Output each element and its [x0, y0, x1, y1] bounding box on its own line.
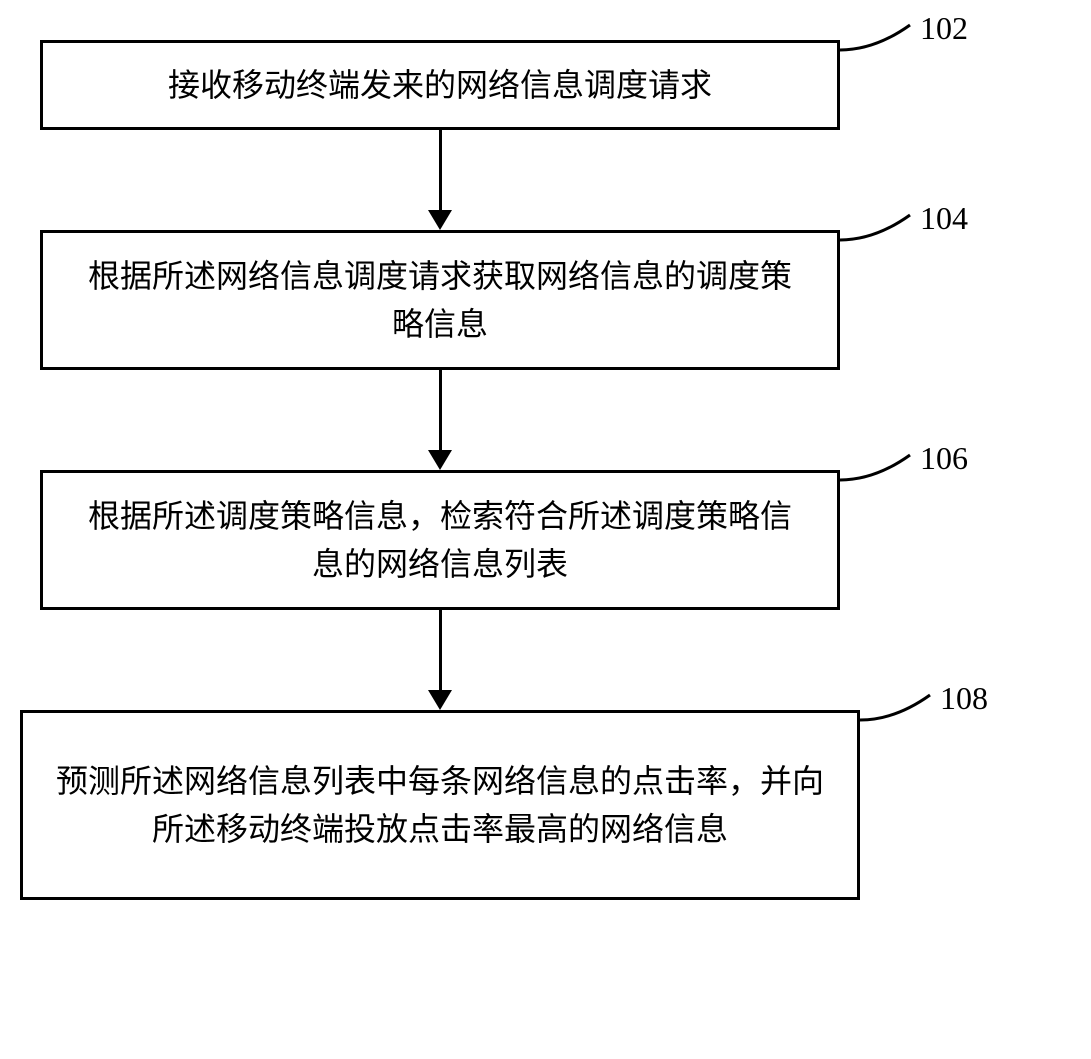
step-text-108: 预测所述网络信息列表中每条网络信息的点击率，并向所述移动终端投放点击率最高的网络…	[53, 757, 827, 853]
step-102: 102 接收移动终端发来的网络信息调度请求	[40, 40, 1050, 130]
callout-104	[840, 200, 930, 250]
arrow-3	[40, 610, 840, 710]
callout-106	[840, 440, 930, 490]
step-box-104: 根据所述网络信息调度请求获取网络信息的调度策略信息	[40, 230, 840, 370]
callout-102	[840, 10, 930, 60]
step-box-108: 预测所述网络信息列表中每条网络信息的点击率，并向所述移动终端投放点击率最高的网络…	[20, 710, 860, 900]
callout-108	[860, 680, 950, 730]
step-label-106: 106	[920, 440, 968, 477]
step-label-102: 102	[920, 10, 968, 47]
step-box-102: 接收移动终端发来的网络信息调度请求	[40, 40, 840, 130]
arrow-2	[40, 370, 840, 470]
step-box-106: 根据所述调度策略信息，检索符合所述调度策略信息的网络信息列表	[40, 470, 840, 610]
step-108: 108 预测所述网络信息列表中每条网络信息的点击率，并向所述移动终端投放点击率最…	[40, 710, 1050, 900]
step-104: 104 根据所述网络信息调度请求获取网络信息的调度策略信息	[40, 230, 1050, 370]
arrow-1	[40, 130, 840, 230]
step-text-102: 接收移动终端发来的网络信息调度请求	[168, 61, 712, 109]
arrow-head-3	[428, 690, 452, 710]
arrow-line-1	[439, 130, 442, 210]
flowchart-container: 102 接收移动终端发来的网络信息调度请求 104 根据所述网络信息调度请求获取…	[40, 40, 1050, 900]
arrow-head-1	[428, 210, 452, 230]
step-label-104: 104	[920, 200, 968, 237]
arrow-line-2	[439, 370, 442, 450]
step-106: 106 根据所述调度策略信息，检索符合所述调度策略信息的网络信息列表	[40, 470, 1050, 610]
step-text-104: 根据所述网络信息调度请求获取网络信息的调度策略信息	[73, 252, 807, 348]
step-label-108: 108	[940, 680, 988, 717]
arrow-line-3	[439, 610, 442, 690]
arrow-head-2	[428, 450, 452, 470]
step-text-106: 根据所述调度策略信息，检索符合所述调度策略信息的网络信息列表	[73, 492, 807, 588]
